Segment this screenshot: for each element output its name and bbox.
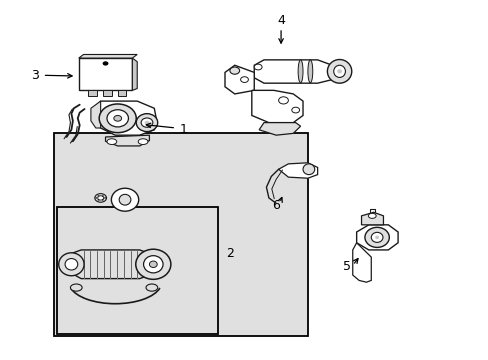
Bar <box>57 207 217 334</box>
Ellipse shape <box>136 114 158 132</box>
Text: 2: 2 <box>225 247 233 260</box>
Ellipse shape <box>367 213 375 219</box>
Polygon shape <box>224 65 254 94</box>
Ellipse shape <box>370 232 382 242</box>
Ellipse shape <box>95 194 106 202</box>
Ellipse shape <box>114 116 122 121</box>
Text: 4: 4 <box>277 14 285 27</box>
Polygon shape <box>254 60 339 83</box>
Polygon shape <box>105 135 149 146</box>
Ellipse shape <box>307 60 312 83</box>
Polygon shape <box>71 250 154 279</box>
Text: 3: 3 <box>31 69 39 82</box>
Ellipse shape <box>99 104 136 133</box>
Polygon shape <box>79 54 137 58</box>
Ellipse shape <box>107 110 128 127</box>
Ellipse shape <box>333 65 345 77</box>
Ellipse shape <box>146 284 158 291</box>
Ellipse shape <box>336 69 341 73</box>
Ellipse shape <box>98 196 103 200</box>
Ellipse shape <box>102 61 108 66</box>
Ellipse shape <box>65 258 78 270</box>
Ellipse shape <box>149 261 157 267</box>
Ellipse shape <box>97 195 99 197</box>
Ellipse shape <box>240 77 248 82</box>
Bar <box>118 90 126 96</box>
Ellipse shape <box>303 164 314 175</box>
Ellipse shape <box>374 235 378 239</box>
Text: 6: 6 <box>271 199 279 212</box>
Ellipse shape <box>278 97 288 104</box>
Bar <box>54 134 307 336</box>
Ellipse shape <box>229 67 239 74</box>
Ellipse shape <box>102 195 103 197</box>
Ellipse shape <box>111 188 139 211</box>
Ellipse shape <box>254 64 262 70</box>
Polygon shape <box>356 225 397 250</box>
Ellipse shape <box>107 139 117 144</box>
Ellipse shape <box>143 256 163 273</box>
Polygon shape <box>259 123 300 135</box>
Ellipse shape <box>104 197 106 199</box>
Polygon shape <box>251 90 303 123</box>
Ellipse shape <box>364 227 388 247</box>
Ellipse shape <box>95 197 97 199</box>
Ellipse shape <box>291 107 299 113</box>
Ellipse shape <box>119 194 131 205</box>
Polygon shape <box>361 212 383 225</box>
Ellipse shape <box>298 60 303 83</box>
Ellipse shape <box>59 253 84 276</box>
Polygon shape <box>352 243 370 282</box>
Polygon shape <box>278 163 317 178</box>
Polygon shape <box>79 58 132 90</box>
Ellipse shape <box>141 118 153 127</box>
Ellipse shape <box>144 121 149 125</box>
Ellipse shape <box>138 139 148 144</box>
Ellipse shape <box>70 284 82 291</box>
Bar <box>103 90 112 96</box>
Text: 5: 5 <box>342 260 350 273</box>
Polygon shape <box>91 101 101 128</box>
Ellipse shape <box>102 199 103 201</box>
Polygon shape <box>132 58 137 90</box>
Ellipse shape <box>97 199 99 201</box>
Text: 1: 1 <box>180 122 187 136</box>
Polygon shape <box>93 101 157 135</box>
Ellipse shape <box>136 249 170 279</box>
Ellipse shape <box>327 59 351 83</box>
Bar <box>88 90 97 96</box>
